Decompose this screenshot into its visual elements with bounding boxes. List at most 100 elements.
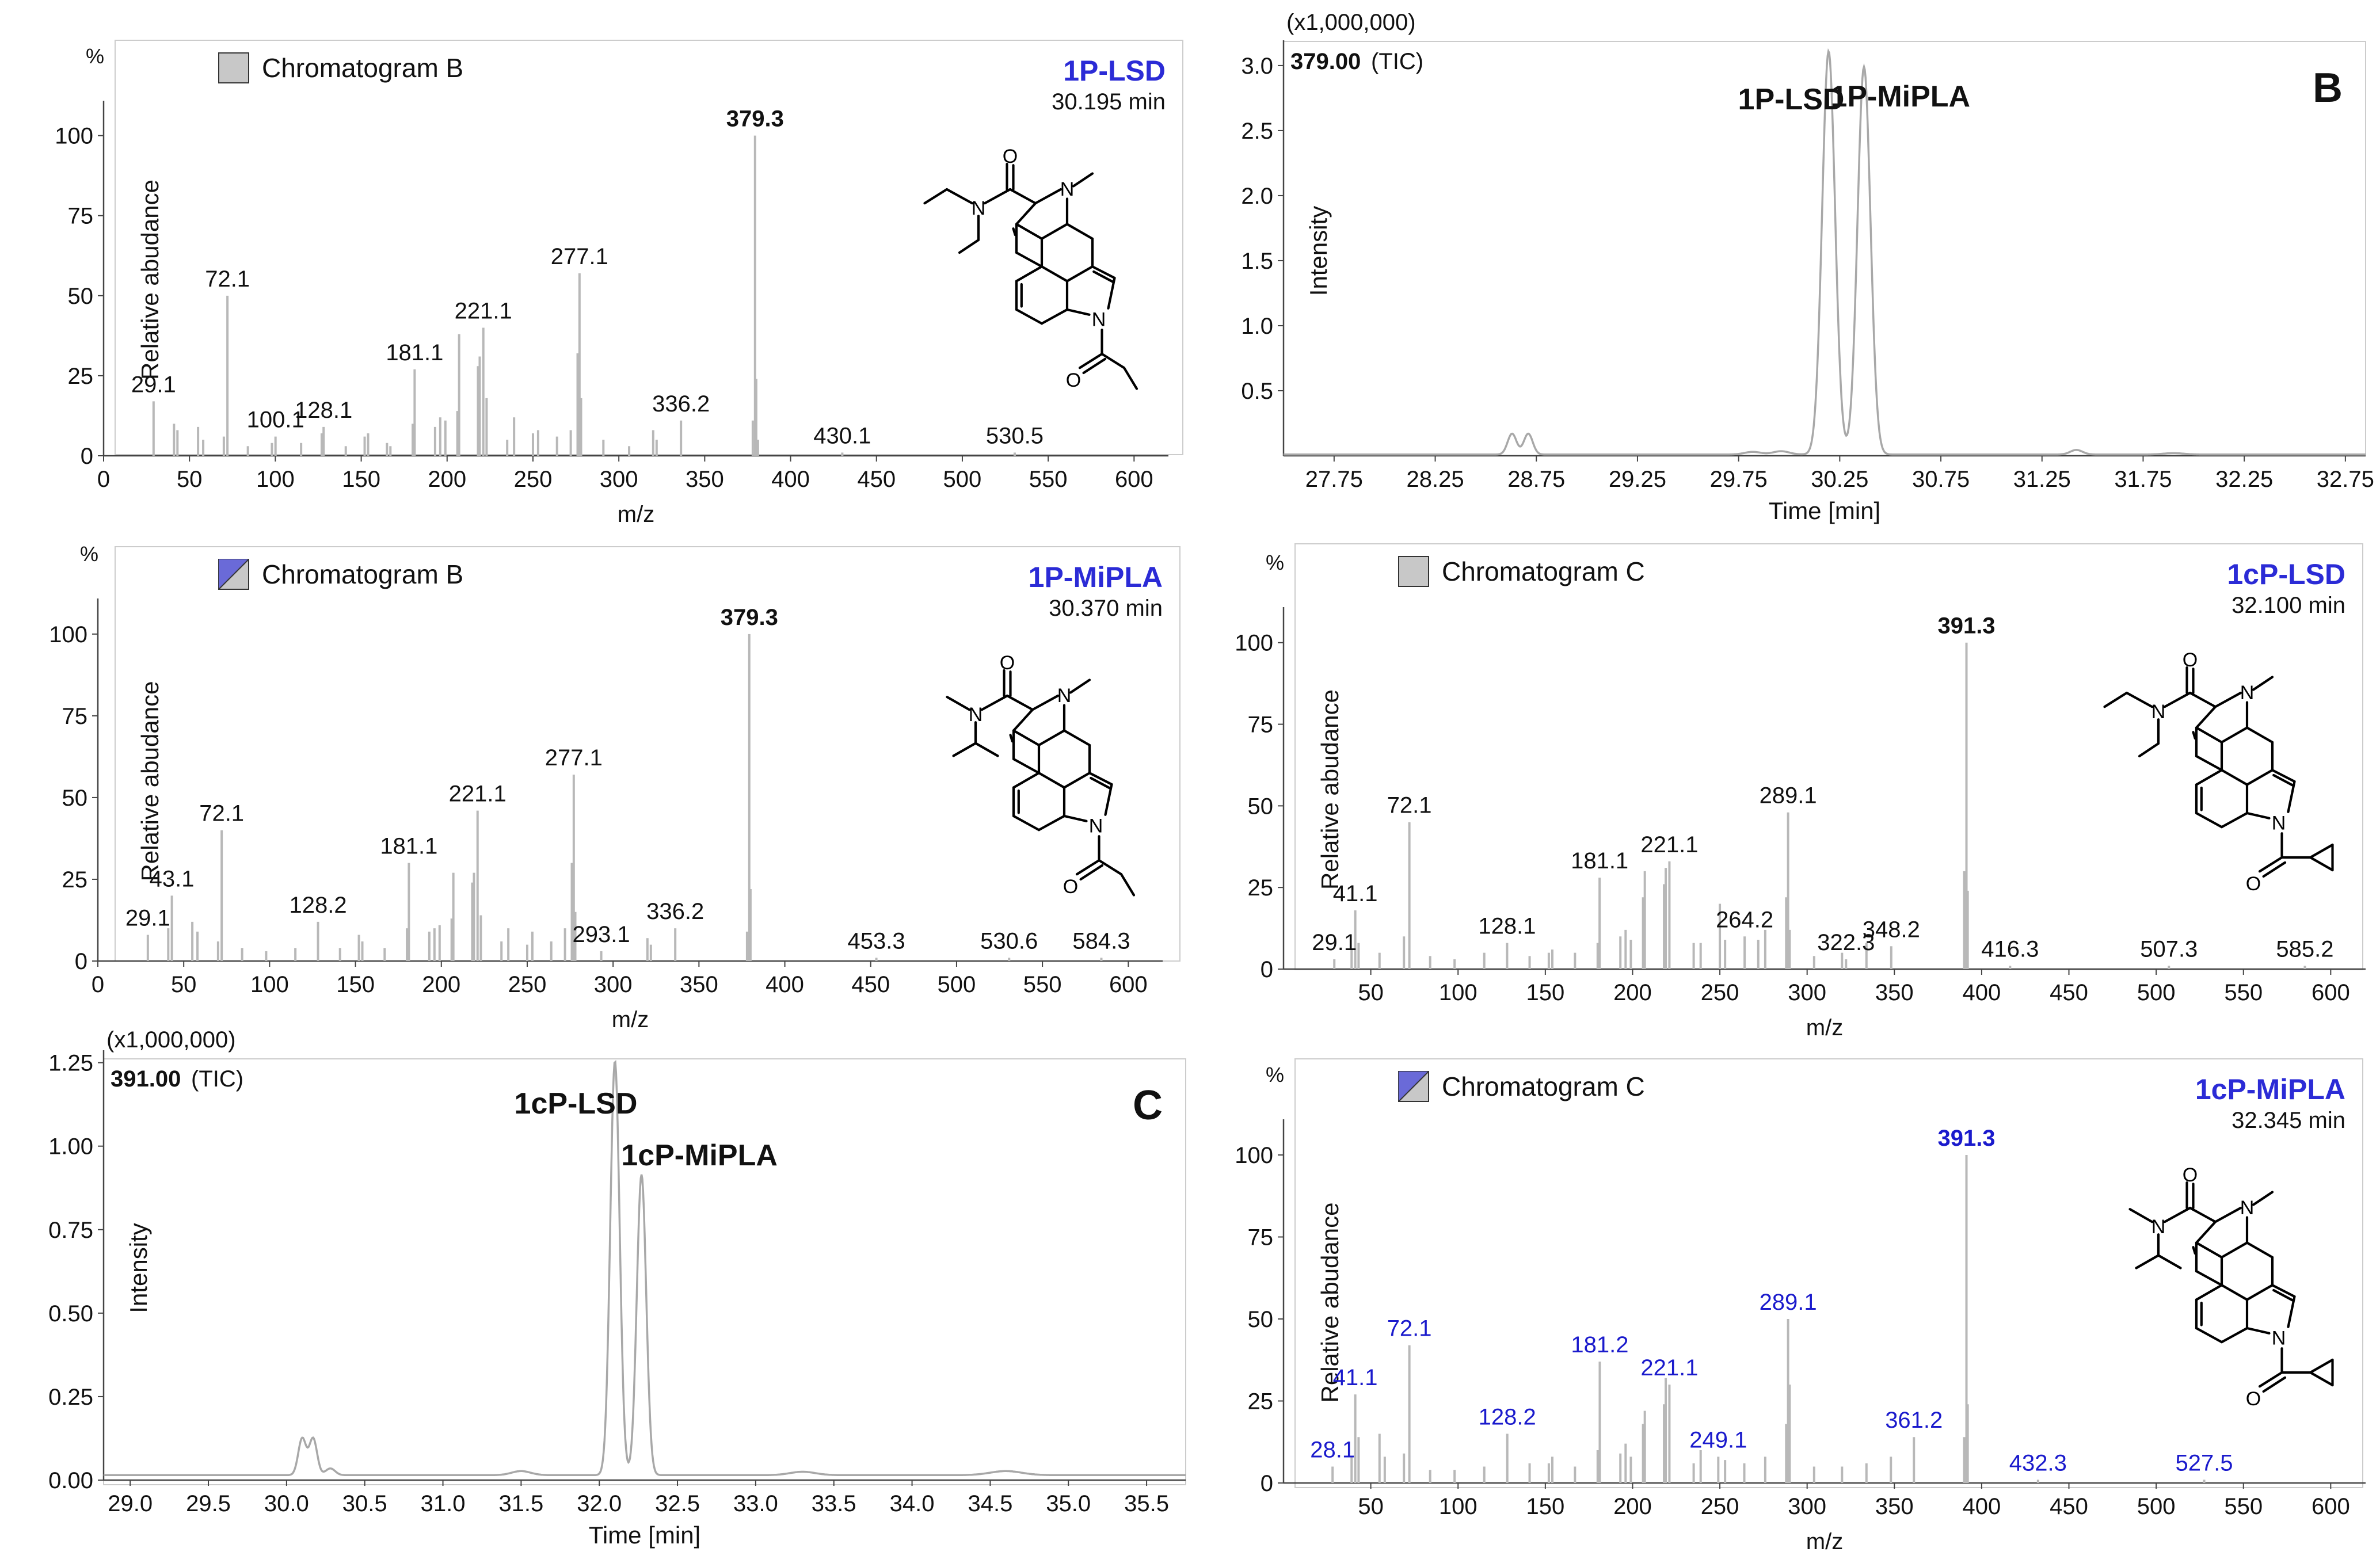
peak-label: 361.2 (1885, 1408, 1943, 1433)
bond-ring (2272, 773, 2294, 787)
bond-ring (2214, 691, 2242, 708)
x-tick-label: 30.0 (264, 1491, 309, 1516)
y-tick-label: 50 (68, 284, 94, 309)
bond-ring (1008, 188, 1037, 205)
peak-label: 336.2 (646, 899, 704, 924)
bond-n-methyl (2252, 1191, 2274, 1206)
panel-letter: B (2313, 65, 2343, 111)
panel-frame (1294, 543, 2363, 970)
y-tick-label: 0.75 (48, 1218, 93, 1243)
peak-label: 348.2 (1863, 917, 1920, 942)
bond-ring (2195, 769, 2223, 786)
x-axis-label: Time [min] (589, 1522, 700, 1549)
x-tick-label: 450 (857, 467, 896, 492)
peak-label: 41.1 (1333, 881, 1378, 906)
x-tick-label: 33.5 (812, 1491, 856, 1516)
bond-ring (2195, 1221, 2217, 1244)
bond-ethyl (945, 188, 974, 205)
bond-ring (2287, 1295, 2296, 1328)
y-tick-label: 75 (1248, 1225, 1274, 1250)
bond-acyl (1100, 352, 1126, 369)
atom-nitrogen: N (2240, 1197, 2255, 1219)
x-tick-label: 0 (92, 972, 104, 997)
mass-spectrum-ms_1p_lsd: 0 25 50 75 100 0 50 100 150 200 250 300 350 400 450 500… (55, 40, 1183, 527)
legend-swatch (218, 52, 249, 83)
bond-ring (1015, 223, 1044, 240)
trace-suffix: (TIC) (1371, 49, 1423, 74)
atom-nitrogen: N (1060, 178, 1075, 200)
bond-ring (1063, 729, 1091, 746)
bond-ring (1015, 308, 1044, 325)
x-tick-label: 31.0 (421, 1491, 466, 1516)
peak-label: 432.3 (2009, 1450, 2067, 1476)
bond-ring (1040, 308, 1069, 325)
legend-label: Chromatogram C (1442, 556, 1645, 586)
peak-label: 289.1 (1760, 783, 1817, 809)
peak-label: 72.1 (1387, 793, 1432, 818)
bond-methyl (2128, 1208, 2154, 1223)
bond-ring (1091, 265, 1116, 280)
x-tick-label: 31.5 (498, 1491, 543, 1516)
peak-label: 41.1 (1333, 1365, 1378, 1390)
x-tick-label: 34.0 (890, 1491, 935, 1516)
peak-label: 72.1 (205, 266, 250, 292)
y-tick-label: 100 (49, 622, 87, 647)
peak-label: 221.1 (455, 298, 512, 323)
chemical-structure: 1P-LSD (N,N-diethyl amide, 1-propionyl i… (923, 146, 1138, 391)
compound-name: 1P-LSD (1063, 55, 1166, 87)
peak-label: 72.1 (1387, 1316, 1432, 1341)
peak-label: 221.1 (1640, 832, 1698, 857)
x-tick-label: 300 (1788, 980, 1826, 1005)
peak-label: 28.1 (1310, 1438, 1355, 1463)
x-tick-label: 450 (2050, 980, 2088, 1005)
y-axis-label: Relative abudance (136, 681, 163, 882)
peak-label: 181.1 (386, 340, 443, 365)
bond-cyclopropyl (2309, 843, 2334, 859)
percent-label: % (1266, 551, 1284, 574)
peak-annotation: 1cP-MiPLA (621, 1139, 778, 1172)
x-tick-label: 250 (1701, 1494, 1739, 1519)
bond-cyclopropyl (2309, 1371, 2334, 1387)
atom-nitrogen: N (1092, 309, 1106, 331)
bond-ring (1012, 814, 1041, 832)
peak-label: 289.1 (1760, 1290, 1817, 1315)
x-tick-label: 100 (1439, 980, 1477, 1005)
y-tick-label: 0 (75, 949, 87, 974)
y-tick-label: 1.0 (1241, 314, 1273, 339)
bond-ring (1012, 729, 1041, 746)
peak-label: 336.2 (652, 391, 710, 417)
peak-label: 128.2 (289, 893, 346, 918)
peak-label: 584.3 (1072, 928, 1130, 954)
bond-ring (2192, 1246, 2196, 1255)
x-tick-label: 0 (97, 467, 110, 492)
bond-ring (1040, 223, 1069, 240)
bond-ethyl (2103, 691, 2128, 708)
bond-ring (2272, 1288, 2294, 1302)
peak-label: 507.3 (2140, 936, 2198, 962)
chemical-structure: 1cP-LSD (N,N-diethyl amide, 1-cyclopropa… (2103, 649, 2334, 895)
y-tick-label: 2.0 (1241, 184, 1273, 209)
bond-n-methyl (1069, 678, 1091, 694)
bond-ring (2220, 1241, 2249, 1259)
bond-ethyl (923, 188, 949, 205)
x-tick-label: 400 (771, 467, 810, 492)
x-tick-label: 350 (686, 467, 724, 492)
bond-amide (980, 694, 1009, 711)
atom-oxygen: O (2246, 873, 2261, 895)
bond-ring (1009, 734, 1014, 743)
peak-label: 453.3 (848, 928, 905, 954)
bond-ring (2214, 1206, 2242, 1223)
x-tick-label: 200 (1613, 1494, 1652, 1519)
atom-oxygen: O (1063, 876, 1078, 898)
y-axis-label: Relative abudance (136, 180, 163, 380)
x-tick-label: 500 (2137, 1494, 2176, 1519)
peak-label: 43.1 (150, 866, 195, 891)
bond-ring (1065, 308, 1091, 316)
x-tick-label: 550 (1023, 972, 1062, 997)
peak-label: 322.3 (1817, 930, 1875, 955)
bond-ring (1065, 223, 1094, 240)
y-tick-label: 75 (1248, 712, 1274, 738)
x-tick-label: 600 (2312, 1494, 2350, 1519)
bond-carbonyl (2258, 1371, 2283, 1388)
